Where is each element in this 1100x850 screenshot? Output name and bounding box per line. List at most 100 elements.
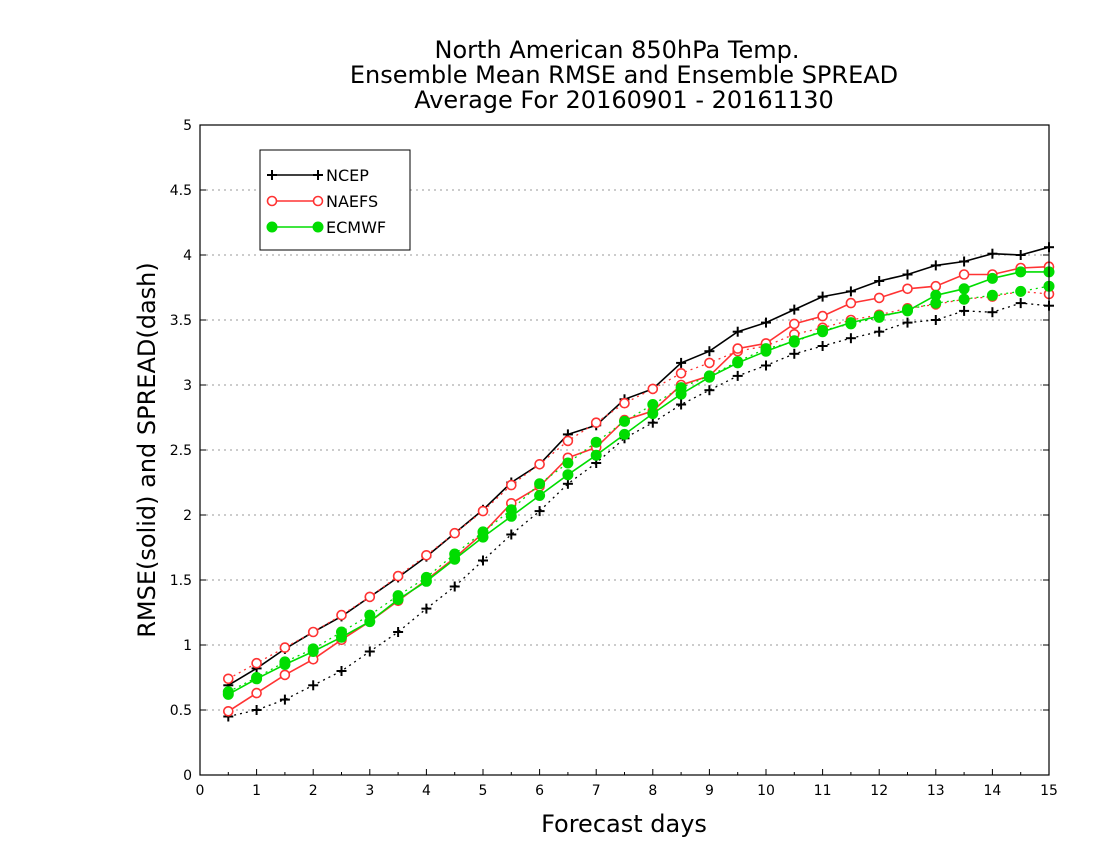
chart-title: North American 850hPa Temp. Ensemble Mea… [350, 36, 898, 114]
y-tick-label-5: 2.5 [170, 443, 192, 459]
ecmwf-rmse-point-13 [590, 449, 602, 461]
naefs-spread-point-8 [449, 527, 461, 539]
ncep-rmse-point-16 [676, 357, 687, 368]
ncep-spread-point-23 [874, 326, 885, 337]
legend-ecmwf-marker-left [266, 221, 278, 233]
y-tick-label-9: 4.5 [170, 183, 192, 199]
x-tick-label-9: 9 [705, 783, 714, 799]
ecmwf-rmse-point-4 [336, 631, 347, 643]
y-tick-label-7: 3.5 [170, 313, 192, 329]
naefs-spread-point-6 [392, 570, 404, 582]
naefs-spread-point-10 [505, 479, 517, 491]
naefs-spread-point-4 [336, 609, 347, 621]
x-tick-label-2: 2 [309, 783, 318, 799]
naefs-rmse-point-24 [902, 283, 913, 295]
legend-ecmwf-label: ECMWF [326, 218, 386, 237]
ecmwf-spread-point-27 [986, 289, 998, 301]
ecmwf-rmse-point-1 [251, 673, 263, 685]
ncep-rmse-point-20 [789, 304, 800, 315]
legend-naefs-marker-right [312, 195, 324, 207]
y-tick-label-6: 3 [183, 378, 192, 394]
x-tick-label-15: 15 [1040, 783, 1058, 799]
ecmwf-spread-point-14 [619, 415, 630, 427]
naefs-spread-point-7 [421, 549, 432, 561]
ncep-rmse-point-17 [704, 346, 715, 357]
ecmwf-rmse-point-0 [222, 688, 234, 700]
ncep-spread-point-20 [789, 348, 800, 359]
x-tick-label-1: 1 [252, 783, 261, 799]
ncep-spread-point-1 [251, 705, 262, 715]
ncep-spread-point-7 [421, 603, 432, 614]
naefs-spread-point-11 [534, 458, 545, 470]
naefs-spread-point-17 [704, 357, 715, 369]
ncep-rmse-point-28 [1015, 250, 1026, 260]
ecmwf-rmse-point-24 [902, 305, 913, 317]
x-tick-label-6: 6 [535, 783, 544, 799]
ecmwf-rmse-point-8 [449, 553, 461, 565]
ncep-rmse-point-22 [845, 286, 856, 297]
legend-ncep-marker-right [313, 170, 323, 180]
title-line-1: North American 850hPa Temp. [435, 36, 800, 64]
ecmwf-rmse-point-19 [760, 345, 772, 357]
x-tick-label-7: 7 [592, 783, 601, 799]
ncep-rmse-point-21 [817, 291, 828, 302]
ncep-rmse-point-25 [930, 260, 941, 271]
ncep-spread-line [228, 302, 1050, 718]
ecmwf-rmse-point-3 [307, 646, 319, 657]
ncep-spread-point-25 [930, 315, 941, 325]
ncep-spread-point-8 [449, 581, 460, 592]
ecmwf-spread-point-11 [534, 478, 546, 490]
ncep-spread-point-26 [959, 305, 970, 316]
ncep-rmse-line [227, 246, 1050, 686]
ecmwf-spread-point-26 [958, 293, 970, 305]
ecmwf-rmse-point-6 [392, 594, 404, 605]
ecmwf-spread-point-28 [1015, 285, 1027, 297]
naefs-rmse-point-26 [958, 269, 970, 280]
ecmwf-rmse-line [227, 271, 1049, 696]
ncep-spread-point-3 [308, 680, 319, 691]
ecmwf-rmse-point-23 [873, 310, 885, 322]
ncep-spread-point-19 [761, 360, 771, 371]
ecmwf-rmse-point-10 [505, 510, 517, 522]
ncep-spread-point-21 [817, 341, 828, 351]
ncep-spread-point-24 [902, 317, 913, 328]
naefs-spread-point-14 [619, 397, 630, 409]
y-tick-label-10: 5 [183, 118, 192, 134]
ncep-spread-point-4 [336, 666, 347, 676]
x-tick-label-13: 13 [927, 783, 945, 799]
ecmwf-rmse-point-7 [420, 575, 432, 587]
naefs-rmse-point-25 [930, 280, 942, 292]
x-tick-label-4: 4 [422, 783, 431, 799]
legend: NCEP NAEFS ECMWF [259, 149, 411, 251]
ecmwf-rmse-point-22 [845, 317, 857, 329]
ncep-spread-point-6 [393, 627, 404, 637]
naefs-spread-line [227, 290, 1050, 680]
legend-ecmwf-marker-right [312, 221, 324, 233]
ncep-spread-point-28 [1015, 298, 1026, 309]
y-tick-label-2: 1 [183, 638, 192, 654]
ncep-spread-point-5 [364, 646, 375, 657]
ncep-rmse-point-26 [959, 256, 970, 267]
x-tick-label-14: 14 [983, 783, 1001, 799]
ecmwf-rmse-point-25 [930, 289, 942, 301]
ecmwf-spread-point-12 [562, 457, 574, 469]
naefs-rmse-point-0 [223, 705, 234, 717]
x-tick-label-0: 0 [196, 783, 205, 799]
ecmwf-rmse-point-27 [986, 272, 998, 284]
ncep-spread-point-27 [987, 307, 998, 318]
y-tick-label-4: 2 [183, 508, 192, 524]
naefs-spread-point-3 [307, 626, 319, 638]
ecmwf-rmse-point-15 [647, 408, 659, 420]
gridlines [200, 189, 1049, 711]
axis-ticks: 0 1 2 3 4 5 6 7 8 9 10 11 12 13 14 1500.511.522.533.544… [170, 118, 1058, 799]
naefs-rmse-point-2 [279, 669, 291, 681]
legend-box [259, 149, 411, 251]
y-tick-label-3: 1.5 [170, 573, 192, 589]
x-tick-label-5: 5 [479, 783, 488, 799]
title-line-3: Average For 20160901 - 20161130 [414, 86, 834, 114]
ncep-spread-point-15 [647, 417, 658, 428]
naefs-spread-point-0 [223, 673, 234, 685]
naefs-rmse-point-18 [732, 343, 744, 354]
ncep-rmse-point-23 [874, 276, 885, 286]
